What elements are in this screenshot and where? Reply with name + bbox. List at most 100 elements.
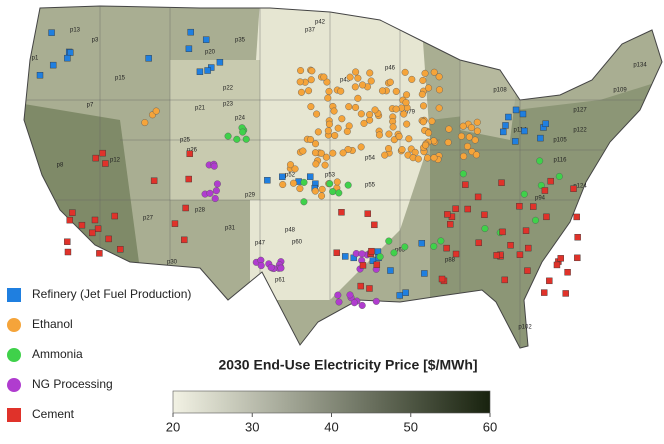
facility	[311, 149, 319, 157]
facility	[312, 140, 320, 148]
region-label: p12	[110, 158, 121, 164]
facility	[352, 68, 360, 76]
facility	[493, 252, 500, 259]
facility	[359, 81, 367, 89]
facility	[299, 147, 307, 155]
region-label: p24	[235, 116, 246, 122]
facility	[371, 106, 379, 114]
facility	[537, 181, 545, 189]
facility	[216, 59, 224, 66]
facility	[520, 190, 528, 198]
facility	[308, 67, 316, 75]
facility	[462, 181, 469, 188]
colorbar-tick-label: 20	[166, 419, 180, 434]
facility	[537, 134, 544, 142]
facility	[64, 54, 71, 62]
colorbar-title: 2030 End-Use Electricity Price [$/MWh]	[218, 357, 477, 373]
facility	[505, 113, 512, 121]
facility	[473, 127, 481, 135]
region-label: p127	[573, 108, 587, 114]
facility	[390, 249, 398, 257]
region-label: p52	[285, 173, 296, 179]
facility	[89, 229, 96, 237]
facility	[344, 181, 352, 189]
facility	[376, 253, 384, 261]
facility	[279, 181, 287, 189]
region-label: p15	[115, 76, 126, 82]
facility	[452, 205, 459, 212]
region-label: p114	[514, 128, 528, 134]
facility	[425, 84, 433, 92]
facility	[401, 68, 409, 76]
facility	[287, 161, 295, 169]
facility	[317, 149, 325, 157]
facility	[542, 120, 549, 128]
facility	[392, 87, 400, 95]
facility	[92, 154, 99, 162]
facility	[324, 94, 332, 102]
facility	[516, 251, 524, 258]
facility	[105, 235, 112, 243]
facility	[522, 227, 530, 234]
facility	[334, 291, 342, 299]
facility	[430, 68, 438, 76]
facility	[418, 240, 426, 247]
facility	[574, 233, 581, 241]
facility	[369, 257, 377, 264]
facility	[530, 203, 537, 210]
facility	[181, 236, 188, 244]
facility	[570, 185, 577, 192]
legend-label: Ammonia	[32, 347, 83, 361]
facility	[324, 127, 332, 135]
facility	[421, 69, 429, 77]
facility	[403, 91, 411, 99]
facility	[171, 220, 179, 227]
facility	[117, 246, 124, 253]
facility	[405, 135, 413, 143]
facility	[338, 209, 345, 216]
facility	[352, 103, 360, 111]
region-label: p42	[315, 20, 326, 26]
facility	[519, 110, 527, 118]
facility	[428, 117, 436, 125]
facility	[346, 73, 354, 81]
facility	[457, 132, 465, 140]
facility	[264, 177, 271, 184]
facility	[314, 128, 322, 136]
facility	[335, 189, 343, 197]
region-label: p22	[223, 86, 234, 92]
facility	[242, 135, 250, 143]
facility	[435, 73, 443, 81]
facility	[396, 292, 403, 299]
facility	[312, 160, 320, 168]
facility	[311, 187, 319, 195]
legend-swatch	[7, 288, 21, 302]
facility	[333, 249, 340, 256]
facility	[574, 254, 581, 262]
region-label: p65	[395, 248, 406, 254]
facility	[364, 210, 371, 217]
region-label: p23	[223, 102, 234, 108]
facility	[152, 107, 160, 115]
facility	[464, 205, 471, 213]
facility	[389, 123, 397, 131]
facility	[145, 55, 152, 62]
facility	[445, 125, 453, 133]
facility	[307, 136, 315, 144]
facility	[196, 68, 204, 75]
facility	[387, 267, 394, 274]
facility	[202, 36, 210, 43]
facility	[330, 107, 338, 115]
facility	[437, 237, 445, 245]
facility	[296, 185, 304, 193]
facility	[204, 67, 211, 74]
facility	[67, 49, 74, 56]
facility	[421, 270, 428, 277]
facility	[375, 131, 383, 139]
facility	[358, 301, 366, 309]
colorbar-tick-label: 50	[404, 419, 418, 434]
facility	[318, 192, 326, 200]
facility	[452, 250, 460, 258]
facility	[557, 255, 564, 262]
region-label: p43	[340, 78, 351, 84]
